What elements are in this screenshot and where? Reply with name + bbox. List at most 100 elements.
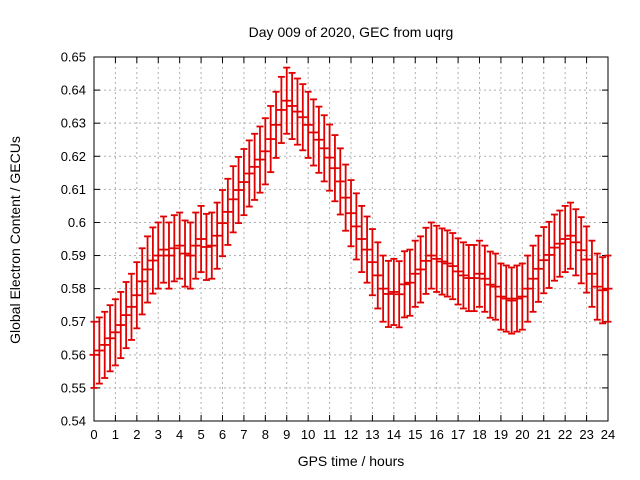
x-tick-label: 15 — [408, 427, 422, 442]
error-bar — [528, 244, 538, 313]
error-bar — [603, 254, 613, 323]
error-bar — [351, 192, 361, 261]
error-bar — [126, 272, 136, 341]
error-bar — [437, 227, 447, 296]
error-bar — [175, 211, 185, 280]
error-bar — [416, 235, 426, 304]
error-bar — [234, 156, 244, 225]
error-bar — [362, 215, 372, 284]
x-axis-label: GPS time / hours — [297, 453, 405, 469]
x-tick-label: 4 — [176, 427, 183, 442]
y-tick-label: 0.59 — [61, 248, 86, 263]
x-tick-label: 3 — [155, 427, 162, 442]
x-tick-label: 16 — [429, 427, 443, 442]
error-bar — [507, 266, 517, 335]
tick-labels: 0.54 0.55 0.56 0.57 0.58 0.59 0.6 0.61 0.62 0.63 0… — [61, 50, 616, 443]
error-bar — [378, 254, 388, 323]
x-tick-label: 21 — [537, 427, 551, 442]
error-bar — [330, 134, 340, 203]
x-tick-label: 2 — [133, 427, 140, 442]
x-tick-label: 13 — [365, 427, 379, 442]
error-bar — [335, 147, 345, 216]
error-bar — [212, 201, 222, 270]
error-bar — [400, 250, 410, 319]
x-tick-label: 7 — [240, 427, 247, 442]
error-bar — [549, 213, 559, 282]
y-tick-label: 0.63 — [61, 116, 86, 131]
error-bar — [271, 90, 281, 159]
error-bar — [367, 228, 377, 297]
chart-title: Day 009 of 2020, GEC from uqrg — [248, 24, 454, 40]
error-bar — [116, 291, 126, 360]
error-bar — [592, 252, 602, 321]
x-tick-label: 17 — [451, 427, 465, 442]
error-bar — [143, 235, 153, 304]
error-bar — [394, 260, 404, 329]
error-bar — [164, 221, 174, 290]
error-bar — [448, 232, 458, 301]
error-bar — [480, 244, 490, 313]
x-tick-label: 8 — [262, 427, 269, 442]
error-bar — [598, 256, 608, 325]
error-bar — [303, 90, 313, 159]
error-bar — [458, 241, 468, 310]
x-tick-label: 18 — [472, 427, 486, 442]
error-bar — [110, 298, 120, 367]
x-tick-label: 9 — [283, 427, 290, 442]
error-bar — [218, 189, 227, 258]
error-bar — [587, 239, 597, 308]
error-bar — [571, 208, 581, 277]
error-bar — [357, 205, 367, 273]
error-bar — [148, 226, 158, 295]
error-bar — [560, 205, 570, 273]
error-bar — [105, 304, 115, 373]
x-tick-label: 20 — [515, 427, 529, 442]
error-bar — [426, 221, 436, 290]
error-bar — [169, 214, 179, 283]
x-tick-label: 11 — [323, 427, 337, 442]
error-bar — [314, 105, 324, 174]
x-tick-label: 1 — [112, 427, 119, 442]
y-axis-label: Global Electron Content / GECUs — [7, 136, 23, 344]
error-bar — [566, 201, 576, 270]
y-tick-label: 0.6 — [68, 215, 86, 230]
error-bar — [432, 224, 442, 293]
error-bar — [373, 241, 383, 310]
error-bar — [517, 262, 527, 331]
error-bar — [389, 257, 399, 326]
error-bar — [159, 215, 169, 284]
error-bar — [453, 237, 463, 306]
error-bar — [512, 264, 522, 333]
y-tick-label: 0.58 — [61, 281, 86, 296]
error-bar — [94, 316, 104, 385]
error-bar — [469, 244, 479, 313]
x-tick-label: 19 — [494, 427, 508, 442]
error-bar — [325, 123, 335, 192]
error-bar — [287, 71, 297, 140]
error-bar — [185, 221, 195, 290]
error-bar — [191, 211, 201, 280]
axes — [93, 56, 609, 422]
error-bar — [555, 209, 565, 278]
error-bar — [223, 177, 233, 246]
error-bar — [309, 98, 319, 167]
error-bar — [255, 125, 265, 194]
error-bar — [421, 226, 431, 295]
x-tick-label: 6 — [219, 427, 226, 442]
error-bar — [410, 239, 420, 308]
error-bar — [496, 262, 506, 331]
y-tick-label: 0.61 — [61, 182, 86, 197]
error-bar — [260, 117, 270, 186]
error-bar — [544, 220, 554, 289]
error-bar — [132, 261, 142, 330]
error-bar — [475, 239, 484, 308]
error-bar — [576, 216, 586, 285]
y-tick-label: 0.64 — [61, 83, 86, 98]
error-bar — [282, 66, 292, 135]
y-tick-label: 0.62 — [61, 149, 86, 164]
error-bar — [207, 211, 217, 280]
error-bar — [582, 225, 592, 294]
error-bar — [228, 165, 238, 234]
error-bar — [292, 77, 302, 146]
